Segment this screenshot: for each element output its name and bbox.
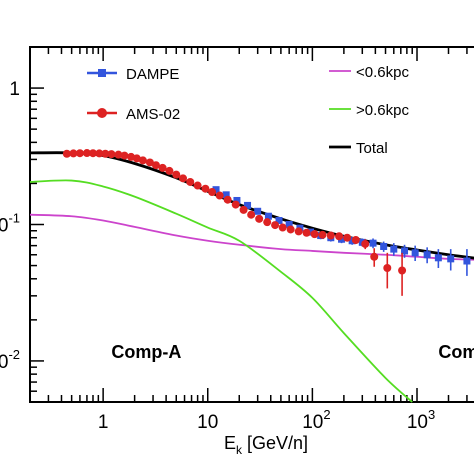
point-ams02 — [151, 161, 160, 170]
point-dampe — [222, 191, 230, 199]
point-ams02 — [193, 181, 202, 190]
point-ams02 — [302, 228, 311, 237]
point-ams02 — [75, 149, 84, 158]
annotation: Comp-A — [111, 342, 181, 362]
point-ams02 — [310, 230, 319, 239]
legend-marker — [98, 69, 106, 77]
point-ams02 — [370, 252, 379, 261]
x-tick-label: 10 — [197, 412, 218, 433]
y-tick-label: 1 — [9, 79, 20, 100]
point-ams02 — [223, 195, 232, 204]
point-ams02 — [201, 184, 210, 193]
point-ams02 — [335, 232, 344, 241]
point-dampe — [264, 212, 272, 220]
point-ams02 — [351, 235, 360, 244]
point-ams02 — [361, 239, 370, 248]
point-ams02 — [101, 149, 110, 158]
point-ams02 — [343, 233, 352, 242]
point-dampe — [380, 242, 388, 250]
point-dampe — [307, 228, 315, 236]
point-ams02 — [120, 151, 129, 160]
point-dampe — [275, 216, 283, 224]
point-ams02 — [247, 210, 256, 219]
legend-label: AMS-02 — [126, 106, 180, 123]
annotation: Comp-B — [438, 342, 474, 362]
point-ams02 — [172, 170, 181, 179]
legend-label: <0.6kpc — [356, 64, 409, 81]
point-ams02 — [398, 266, 407, 275]
point-ams02 — [215, 191, 224, 200]
point-ams02 — [383, 263, 392, 272]
point-dampe — [244, 201, 252, 209]
point-ams02 — [318, 230, 327, 239]
data-points — [62, 149, 471, 296]
y-tick-label: 10-2 — [0, 347, 20, 373]
point-ams02 — [278, 223, 287, 232]
curve-total — [29, 151, 474, 260]
point-dampe — [447, 255, 455, 263]
point-ams02 — [239, 205, 248, 214]
point-ams02 — [82, 149, 91, 158]
point-ams02 — [179, 174, 188, 183]
x-tick-label: 102 — [302, 407, 330, 433]
point-ams02 — [271, 221, 280, 230]
x-axis-label-rest: [GeV/n] — [242, 433, 308, 453]
x-tick-label: 103 — [407, 407, 435, 433]
point-ams02 — [326, 231, 335, 240]
model-curves — [29, 151, 474, 403]
point-dampe — [212, 186, 220, 194]
point-dampe — [463, 257, 471, 265]
point-ams02 — [62, 149, 71, 158]
point-dampe — [285, 221, 293, 228]
point-ams02 — [69, 149, 78, 158]
point-ams02 — [286, 225, 295, 234]
point-ams02 — [208, 188, 217, 197]
point-dampe — [390, 245, 398, 253]
point-ams02 — [114, 150, 123, 159]
legend-marker — [97, 108, 107, 118]
point-ams02 — [107, 150, 116, 159]
legend-label: Total — [356, 140, 388, 157]
x-tick-label: 1 — [98, 412, 109, 433]
point-dampe — [434, 254, 442, 262]
axis-ticks — [29, 46, 468, 403]
point-ams02 — [255, 214, 264, 223]
curve-06kpc — [29, 179, 413, 403]
point-dampe — [423, 251, 431, 259]
legend: DAMPE AMS-02 <0.6kpc >0.6kpc Total — [87, 64, 409, 157]
point-ams02 — [294, 227, 303, 236]
y-tick-label: 10-1 — [0, 211, 20, 237]
point-ams02 — [158, 163, 167, 172]
x-axis-label-sub: k — [236, 443, 243, 457]
tick-labels: 1 10 102 103 1 10-1 10-2 — [0, 79, 435, 433]
point-ams02 — [263, 218, 272, 227]
annotations: Comp-A Comp-B — [111, 342, 474, 362]
point-dampe — [369, 239, 377, 247]
point-dampe — [411, 249, 419, 257]
legend-label: DAMPE — [126, 66, 179, 83]
x-axis-label: Ek [GeV/n] — [224, 433, 308, 457]
point-ams02 — [165, 166, 174, 175]
x-axis-label-main: E — [224, 433, 236, 453]
point-ams02 — [138, 156, 147, 165]
point-ams02 — [132, 154, 141, 163]
plot-frame — [29, 46, 474, 403]
legend-label: >0.6kpc — [356, 102, 409, 119]
point-dampe — [254, 207, 262, 215]
point-dampe — [233, 196, 241, 204]
point-ams02 — [145, 158, 154, 167]
point-ams02 — [186, 177, 195, 186]
point-dampe — [401, 247, 409, 255]
point-ams02 — [95, 149, 104, 158]
point-ams02 — [231, 200, 240, 209]
point-ams02 — [88, 149, 97, 158]
